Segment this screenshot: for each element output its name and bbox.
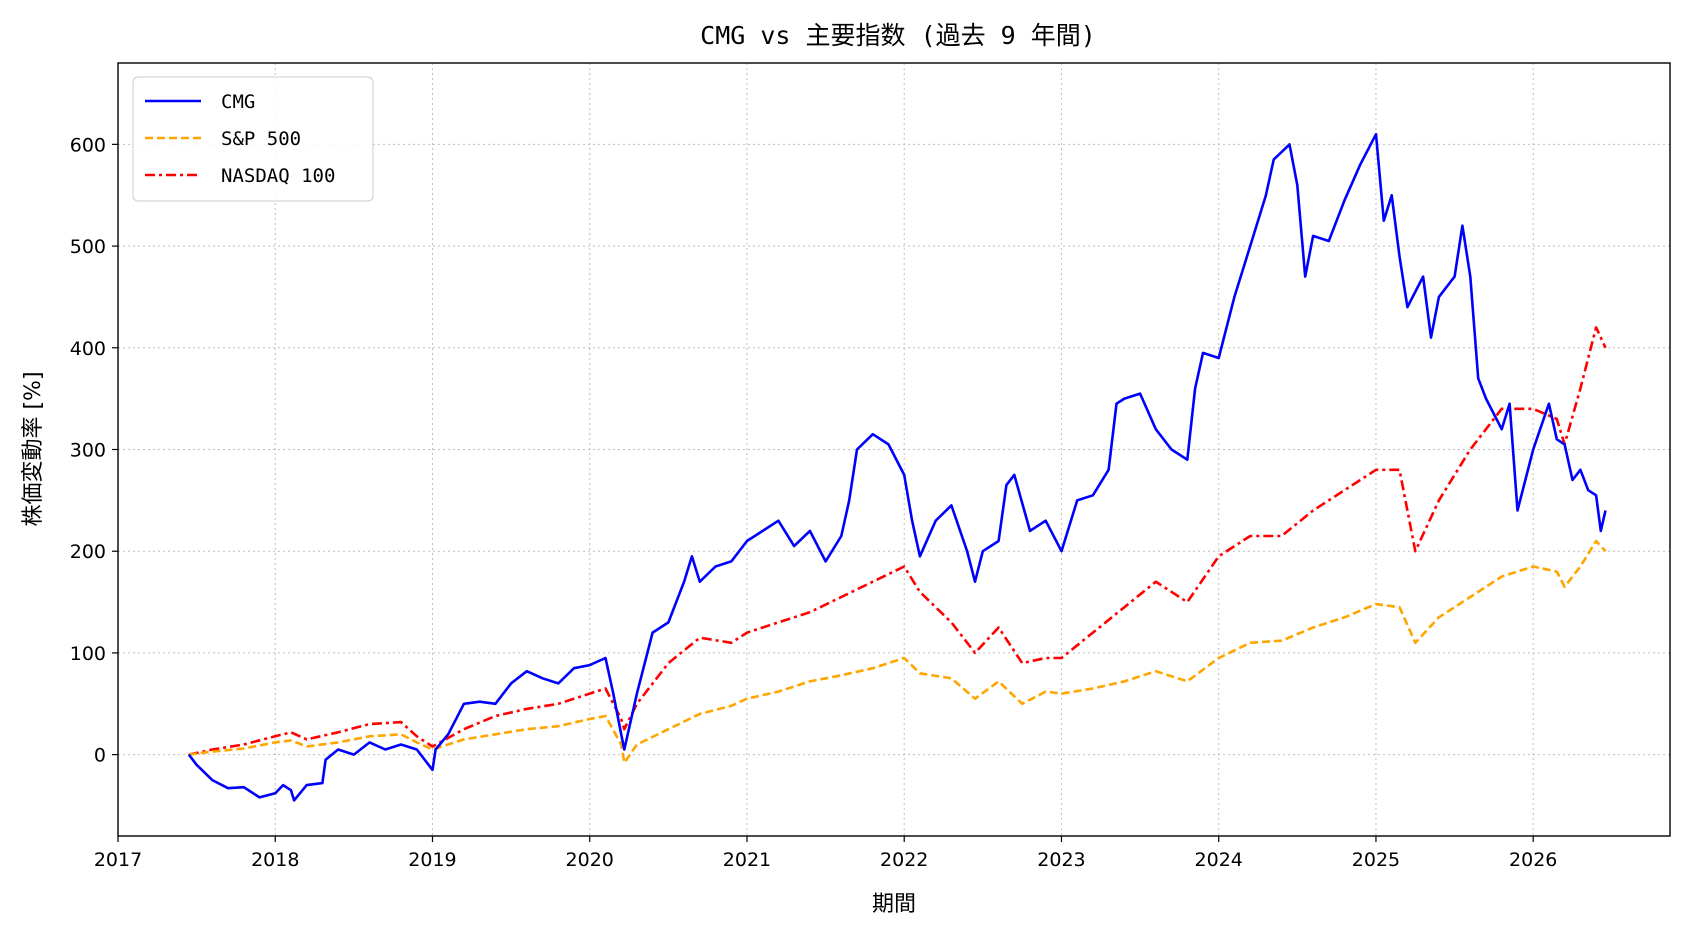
x-axis-label: 期間 xyxy=(872,892,916,917)
x-tick-label-2: 2019 xyxy=(408,849,456,871)
x-tick-label-0: 2017 xyxy=(94,849,142,871)
legend: CMG S&P 500 NASDAQ 100 xyxy=(132,76,374,202)
series-layer xyxy=(187,132,1607,802)
x-tick-label-3: 2020 xyxy=(566,849,614,871)
y-axis-label: 株価変動率 [%] xyxy=(21,371,46,526)
y-tick-label-3: 300 xyxy=(70,440,106,462)
series-line-nasdaq-100 xyxy=(188,326,1607,756)
legend-label-1: S&P 500 xyxy=(221,128,301,150)
y-tick-label-6: 600 xyxy=(70,134,106,156)
x-tick-label-1: 2018 xyxy=(251,849,299,871)
x-tick-label-8: 2025 xyxy=(1352,849,1400,871)
legend-label-0: CMG xyxy=(221,91,255,113)
x-tick-label-5: 2022 xyxy=(880,849,928,871)
y-tick-label-4: 400 xyxy=(70,338,106,360)
ticks: 2017 2018 2019 2020 2021 2022 2023 2024 2025 2026… xyxy=(70,134,1558,871)
chart-title: CMG vs 主要指数 (過去 9 年間) xyxy=(700,21,1096,50)
x-tick-label-6: 2023 xyxy=(1037,849,1085,871)
y-tick-label-2: 200 xyxy=(70,541,106,563)
legend-box xyxy=(132,76,374,202)
legend-label-2: NASDAQ 100 xyxy=(221,165,335,187)
series-line-cmg xyxy=(187,132,1607,802)
x-tick-label-9: 2026 xyxy=(1509,849,1557,871)
x-tick-label-4: 2021 xyxy=(723,849,771,871)
y-tick-label-0: 0 xyxy=(94,745,106,767)
y-tick-label-1: 100 xyxy=(70,643,106,665)
series-line-s-p-500 xyxy=(188,539,1607,765)
y-tick-label-5: 500 xyxy=(70,236,106,258)
x-tick-label-7: 2024 xyxy=(1195,849,1243,871)
